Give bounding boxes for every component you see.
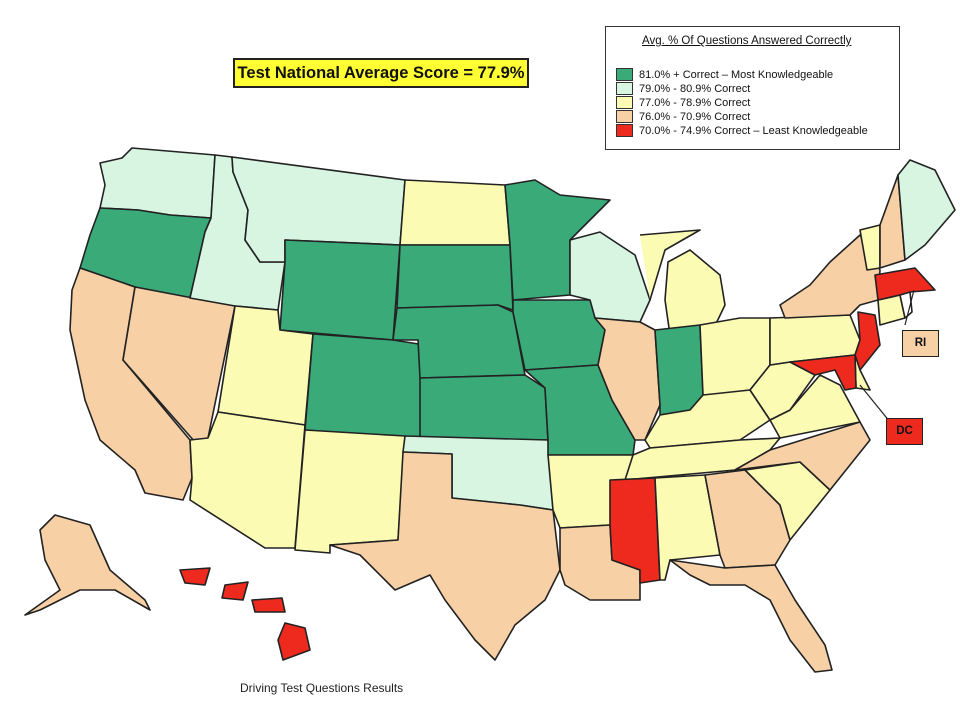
legend-item: 79.0% - 80.9% Correct [616, 81, 750, 96]
states-layer [24, 147, 956, 673]
dc-callout: DC [886, 418, 923, 445]
state-ia [512, 299, 606, 371]
legend-label: 79.0% - 80.9% Correct [639, 82, 751, 95]
state-md [789, 354, 857, 391]
legend-item: 81.0% + Correct – Most Knowledgeable [616, 67, 833, 82]
state-nm [294, 429, 406, 554]
state-wa [99, 147, 216, 219]
national-average-title: Test National Average Score = 77.9% [233, 58, 529, 88]
legend-label: 70.0% - 74.9% Correct – Least Knowledgea… [639, 124, 868, 137]
legend-item: 70.0% - 74.9% Correct – Least Knowledgea… [616, 123, 868, 138]
state-il [594, 317, 661, 441]
legend-label: 76.0% - 70.9% Correct [639, 110, 751, 123]
legend-label: 81.0% + Correct – Most Knowledgeable [639, 68, 834, 81]
legend-swatch [616, 110, 633, 123]
map-caption: Driving Test Questions Results [240, 681, 404, 695]
legend-swatch [616, 124, 633, 137]
legend: Avg. % Of Questions Answered Correctly 8… [605, 26, 900, 150]
state-ks [419, 374, 549, 441]
state-wy [279, 239, 401, 341]
ri-callout: RI [902, 330, 939, 357]
state-me [897, 159, 956, 261]
legend-swatch [616, 96, 633, 109]
state-in [654, 324, 704, 416]
state-hi [179, 567, 311, 661]
legend-item: 76.0% - 70.9% Correct [616, 109, 750, 124]
legend-label: 77.0% - 78.9% Correct [639, 96, 751, 109]
state-ak [24, 514, 151, 616]
state-co [304, 333, 426, 439]
legend-swatch [616, 68, 633, 81]
state-nd [399, 179, 511, 246]
state-sd [396, 244, 514, 311]
state-ma [874, 267, 936, 301]
callout-leaders [859, 289, 915, 423]
state-fl [669, 559, 833, 673]
state-mi [639, 229, 726, 336]
legend-swatch [616, 82, 633, 95]
state-nc [734, 421, 871, 491]
legend-item: 77.0% - 78.9% Correct [616, 95, 750, 110]
state-tx [329, 451, 561, 661]
legend-title: Avg. % Of Questions Answered Correctly [642, 35, 852, 47]
